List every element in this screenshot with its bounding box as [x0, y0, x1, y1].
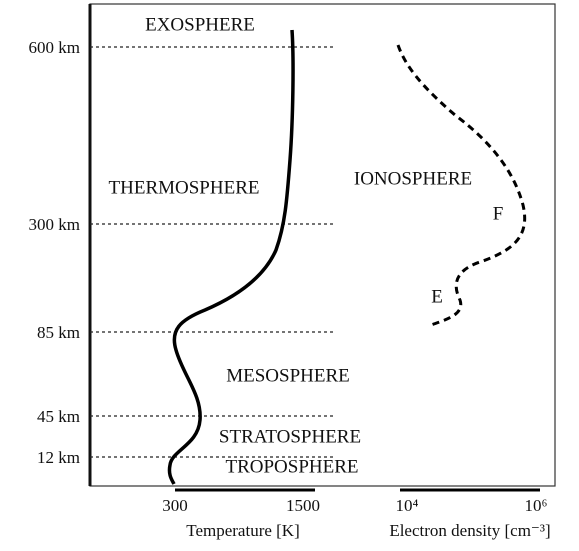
- altitude-label: 600 km: [29, 38, 80, 57]
- layer-label: EXOSPHERE: [145, 14, 255, 35]
- altitude-label: 45 km: [37, 407, 80, 426]
- altitude-label: 300 km: [29, 215, 80, 234]
- tick-label: 300: [162, 496, 188, 515]
- axis-label: Electron density [cm⁻³]: [389, 521, 550, 540]
- tick-label: 10⁶: [525, 496, 548, 515]
- temperature-curve: [167, 29, 295, 485]
- axis-label: Temperature [K]: [186, 521, 300, 540]
- frame: [89, 3, 556, 487]
- layer-label: STRATOSPHERE: [219, 426, 361, 447]
- altitude-label: 12 km: [37, 448, 80, 467]
- layer-label: IONOSPHERE: [354, 168, 472, 189]
- tick-label: 1500: [286, 496, 320, 515]
- layer-label: MESOSPHERE: [226, 365, 350, 386]
- electron-density-curve: [396, 44, 527, 328]
- layer-label: TROPOSPHERE: [225, 456, 358, 477]
- region-label: F: [493, 203, 504, 224]
- region-label: E: [431, 286, 443, 307]
- altitude-label: 85 km: [37, 323, 80, 342]
- layer-label: THERMOSPHERE: [109, 177, 260, 198]
- guides: [90, 46, 333, 458]
- tick-label: 10⁴: [396, 496, 419, 515]
